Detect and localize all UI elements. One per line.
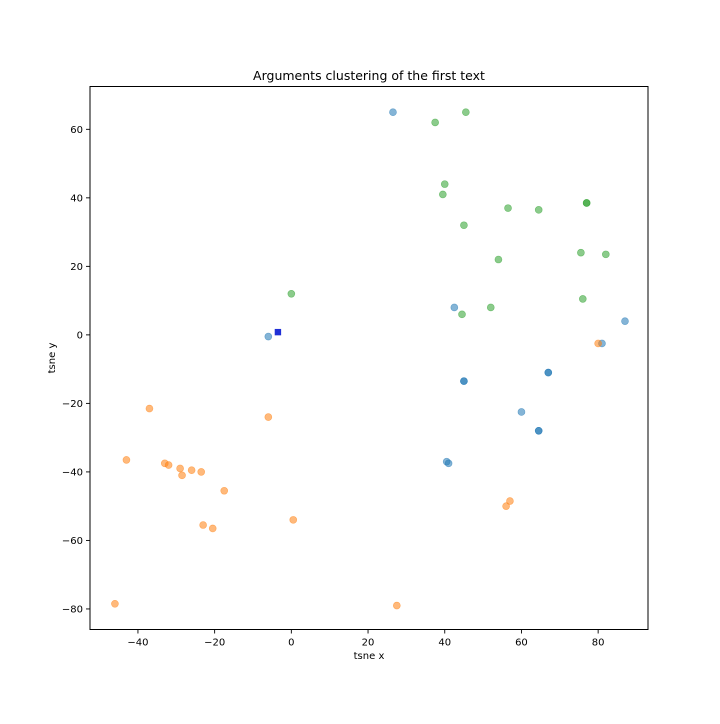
data-point-series-1 (444, 459, 453, 468)
y-tick-label: 20 (70, 262, 83, 273)
y-axis: −80 −60 −40 −20 0 20 40 60 (62, 125, 90, 615)
y-tick-label: 40 (70, 193, 83, 204)
y-axis-label: tsne y (47, 343, 58, 374)
y-tick-label: −40 (62, 467, 83, 478)
data-point-series-2 (393, 601, 401, 610)
data-point-series-1 (450, 303, 459, 312)
data-point-series-3 (431, 118, 439, 127)
data-point-series-3 (460, 221, 468, 230)
x-tick-label: 20 (362, 638, 375, 649)
data-point-series-2 (506, 497, 514, 505)
data-point-series-3 (577, 248, 585, 257)
data-point-series-2 (176, 464, 184, 473)
data-point-series-3 (458, 310, 466, 319)
data-point-series-1 (621, 317, 629, 325)
x-axis: −40 −20 0 20 40 60 80 (127, 629, 605, 649)
data-point-series-3 (504, 204, 512, 212)
x-tick-label: 0 (288, 638, 294, 649)
data-point-series-3 (462, 108, 470, 116)
data-point-series-1 (389, 108, 397, 116)
data-point-series-3 (582, 199, 591, 207)
y-tick-label: −80 (62, 604, 83, 615)
data-point-series-2 (289, 516, 298, 524)
data-point-series-1 (264, 332, 273, 341)
x-tick-label: 80 (592, 638, 605, 649)
y-tick-label: 60 (70, 125, 83, 136)
highlight-square-marker (274, 328, 282, 336)
data-point-series-3 (440, 180, 449, 188)
data-point-series-3 (287, 289, 296, 298)
data-point-series-2 (594, 339, 602, 348)
data-points (111, 108, 629, 610)
plot-area (89, 86, 649, 630)
x-tick-label: 40 (438, 638, 451, 649)
data-point-series-2 (197, 468, 206, 476)
chart-title: Arguments clustering of the first text (253, 68, 485, 83)
data-point-series-3 (534, 206, 543, 214)
x-axis-label: tsne x (354, 651, 385, 662)
data-point-series-2 (264, 413, 273, 421)
data-point-series-1 (517, 408, 526, 416)
x-tick-label: −40 (127, 638, 148, 649)
x-tick-label: −20 (204, 638, 225, 649)
x-tick-label: 60 (515, 638, 528, 649)
data-point-series-2 (122, 456, 131, 464)
y-tick-label: −60 (62, 536, 83, 547)
data-point-series-1 (460, 377, 468, 385)
data-point-series-1 (544, 368, 553, 377)
data-point-series-2 (208, 524, 217, 533)
data-point-series-2 (187, 466, 196, 474)
data-point-series-2 (199, 521, 207, 529)
data-point-series-2 (164, 461, 173, 469)
data-point-series-3 (486, 303, 495, 312)
y-tick-label: 0 (77, 330, 83, 341)
y-tick-label: −20 (62, 399, 83, 410)
data-point-series-1 (534, 426, 543, 435)
data-point-series-3 (439, 190, 447, 199)
data-point-series-3 (494, 255, 503, 264)
data-point-series-2 (145, 404, 154, 413)
data-point-series-2 (111, 600, 119, 608)
data-point-series-3 (602, 250, 610, 259)
data-point-series-2 (178, 471, 186, 480)
data-point-series-2 (220, 486, 229, 495)
data-point-series-3 (579, 295, 587, 303)
data-point-series-2 (502, 502, 510, 510)
